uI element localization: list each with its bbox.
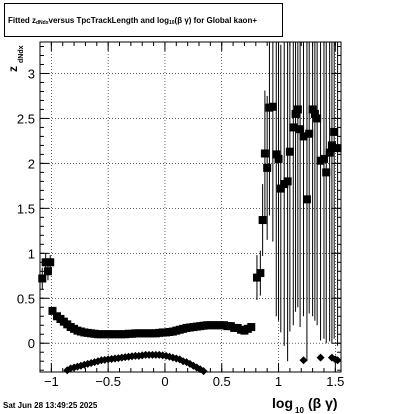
data-markers [38,102,342,376]
data-point-square [310,109,319,118]
chart-title: Fitted z dNdx versus TpcTrackLength and … [4,3,283,37]
data-point-square [296,125,305,134]
svg-text:z: z [6,66,20,72]
data-point-square [333,144,342,153]
x-tick-label: 1.5 [326,374,344,389]
data-point-square [272,150,281,159]
data-point-square [48,306,57,315]
data-point-square [319,154,328,163]
data-point-square [43,267,52,276]
axis-ticks [39,42,341,372]
title-part-2: versus TpcTrackLength and log [48,15,169,25]
x-tick-label: −0.5 [95,374,121,389]
data-point-square [293,105,302,114]
data-point-square [38,274,47,283]
data-point-square [283,177,292,186]
svg-text:(β γ): (β γ) [308,395,338,411]
x-tick-label: 0 [161,374,168,389]
data-point-square [313,114,322,123]
data-point-square [299,132,308,141]
data-point-square [252,273,261,282]
data-point-square [330,127,339,136]
error-bars [41,42,339,362]
x-tick-label: 1 [275,374,282,389]
data-point-square [302,195,311,204]
tick-labels: −1 −0.5 0 0.5 1 1.5 0 0.5 1 1.5 2 2.5 3 [17,66,344,389]
data-point-square [247,323,256,332]
title-subscript-2: 10 [168,20,175,26]
y-tick-label: 3 [28,66,35,81]
data-point-diamond [299,356,308,365]
plot-frame [39,41,342,373]
y-tick-label: 1 [28,246,35,261]
y-tick-label: 2 [28,156,35,171]
data-point-square [305,129,314,138]
data-point-square [308,105,317,114]
data-point-square [289,123,298,132]
data-point-square [276,184,285,193]
data-point-square [291,109,300,118]
data-point-square [41,258,50,267]
data-point-square [46,258,55,267]
svg-text:dNdx: dNdx [18,45,25,63]
y-tick-label: 0.5 [17,291,35,306]
y-axis-title: z dNdx [6,45,25,72]
x-tick-label: −1 [44,374,59,389]
data-point-square [322,168,331,177]
data-point-square [263,163,272,172]
svg-text:10: 10 [295,406,304,414]
y-tick-label: 1.5 [17,201,35,216]
data-point-square [327,141,336,150]
data-point-square [325,148,334,157]
data-point-square [258,216,267,225]
data-point-square [274,154,283,163]
title-subscript-1: dNdx [36,20,49,26]
y-tick-label: 2.5 [17,111,35,126]
timestamp: Sat Jun 28 13:49:25 2025 [3,401,98,410]
data-point-diamond [316,353,325,362]
x-tick-label: 0.5 [213,374,231,389]
y-tick-label: 0 [28,336,35,351]
title-part-3: (β γ) for Global kaon+ [174,15,257,25]
data-point-diamond [333,356,342,365]
title-part-1: Fitted z [8,15,36,25]
svg-text:log: log [272,395,293,411]
data-point-diamond [199,367,208,376]
data-point-square [285,147,294,156]
data-point-square [256,269,265,278]
x-axis-title: log 10 (β γ) [272,395,338,414]
data-point-square [268,102,277,111]
data-point-square [260,149,269,158]
